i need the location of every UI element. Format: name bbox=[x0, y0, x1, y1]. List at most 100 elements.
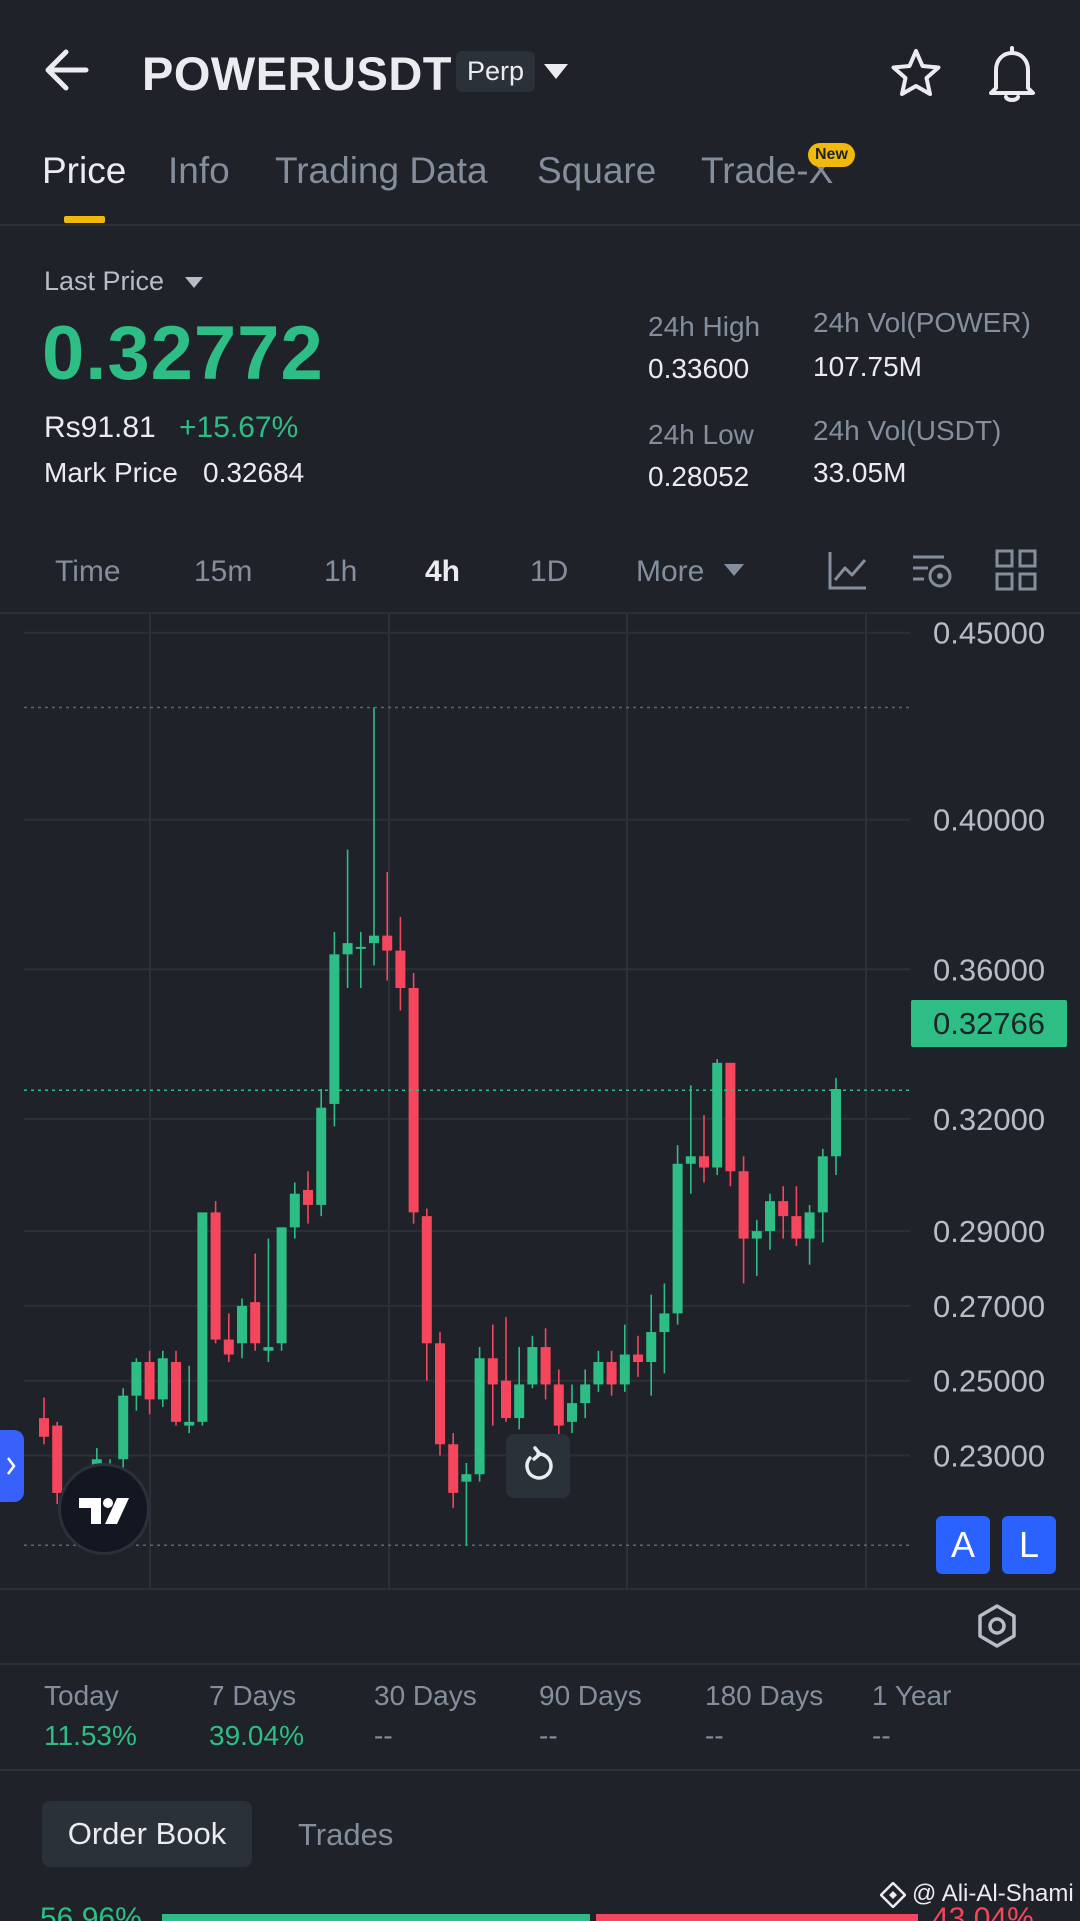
interval-more[interactable]: More bbox=[636, 555, 705, 588]
candle-body bbox=[567, 1403, 577, 1422]
perf-value-90d: -- bbox=[539, 1720, 558, 1751]
y-tick-label: 0.32000 bbox=[933, 1102, 1045, 1137]
tab-trading-data[interactable]: Trading Data bbox=[275, 150, 488, 191]
star-icon[interactable] bbox=[888, 46, 944, 102]
candle-body bbox=[144, 1362, 155, 1400]
candle-body bbox=[487, 1358, 498, 1385]
interval-time[interactable]: Time bbox=[55, 555, 121, 588]
caret-down-icon[interactable] bbox=[724, 563, 744, 577]
y-tick-label: 0.27000 bbox=[933, 1289, 1045, 1324]
candle-body bbox=[303, 1189, 313, 1205]
interval-15m[interactable]: 15m bbox=[194, 555, 253, 588]
tab-order-book[interactable]: Order Book bbox=[42, 1801, 252, 1867]
log-scale-button[interactable]: L bbox=[1002, 1516, 1056, 1574]
current-price-tag: 0.32766 bbox=[911, 1000, 1067, 1047]
candle-body bbox=[382, 935, 393, 951]
tab-price[interactable]: Price bbox=[42, 150, 127, 191]
candle-body bbox=[633, 1354, 643, 1362]
candle-body bbox=[527, 1347, 538, 1385]
perf-label-1y: 1 Year bbox=[872, 1680, 952, 1711]
candle-body bbox=[342, 943, 353, 955]
candle-body bbox=[52, 1425, 63, 1493]
bid-ratio-bar bbox=[162, 1914, 590, 1921]
perf-value-30d: -- bbox=[374, 1720, 393, 1751]
watermark: @ Ali-Al-Shami bbox=[912, 1880, 1074, 1907]
chart-settings-icon[interactable] bbox=[910, 548, 954, 592]
candle-body bbox=[738, 1171, 749, 1239]
y-tick-label: 0.23000 bbox=[933, 1439, 1045, 1474]
perf-value-180d: -- bbox=[705, 1720, 724, 1751]
tabs-divider bbox=[0, 224, 1080, 226]
symbol-title[interactable]: POWERUSDT bbox=[142, 47, 452, 100]
caret-down-icon[interactable] bbox=[185, 276, 203, 288]
y-tick-label: 0.36000 bbox=[933, 952, 1045, 987]
candle-body bbox=[619, 1354, 630, 1385]
high-label: 24h High bbox=[648, 311, 761, 342]
vol-power-value: 107.75M bbox=[813, 351, 922, 382]
layout-grid-icon[interactable] bbox=[994, 548, 1038, 592]
side-panel-handle[interactable] bbox=[0, 1430, 24, 1502]
y-tick-label: 0.45000 bbox=[933, 616, 1045, 651]
candle-body bbox=[659, 1313, 670, 1333]
perf-label-7d: 7 Days bbox=[209, 1680, 297, 1711]
candle-body bbox=[210, 1212, 221, 1340]
bell-icon[interactable] bbox=[984, 44, 1040, 104]
candle-body bbox=[699, 1156, 709, 1168]
last-price-label[interactable]: Last Price bbox=[44, 266, 165, 296]
low-label: 24h Low bbox=[648, 419, 754, 450]
interval-4h[interactable]: 4h bbox=[425, 555, 461, 588]
perf-label-30d: 30 Days bbox=[374, 1680, 477, 1711]
interval-1h[interactable]: 1h bbox=[324, 555, 358, 588]
perf-label-180d: 180 Days bbox=[705, 1680, 824, 1711]
candle-body bbox=[421, 1216, 432, 1344]
interval-divider bbox=[0, 612, 1080, 614]
tab-info[interactable]: Info bbox=[168, 150, 230, 191]
candle-body bbox=[514, 1384, 525, 1419]
perf-value-1y: -- bbox=[872, 1720, 891, 1751]
reset-chart-icon[interactable] bbox=[506, 1434, 570, 1498]
mark-price-label: Mark Price bbox=[44, 457, 178, 488]
candle-body bbox=[501, 1380, 511, 1419]
candle-body bbox=[237, 1305, 247, 1344]
candle-body bbox=[461, 1474, 472, 1482]
candle-body bbox=[593, 1362, 604, 1385]
candle-body bbox=[329, 954, 340, 1104]
candle-body bbox=[580, 1384, 591, 1404]
candle-body bbox=[672, 1163, 683, 1314]
ask-percentage: 43.04% bbox=[932, 1902, 1034, 1921]
candle-body bbox=[369, 935, 379, 944]
caret-down-icon[interactable] bbox=[543, 62, 569, 82]
chart-gear-icon[interactable] bbox=[974, 1603, 1020, 1649]
interval-1d[interactable]: 1D bbox=[530, 555, 569, 588]
candle-body bbox=[408, 988, 419, 1213]
y-tick-label: 0.29000 bbox=[933, 1214, 1045, 1249]
candle-body bbox=[474, 1358, 485, 1475]
candle-body bbox=[395, 950, 406, 988]
candle-body bbox=[817, 1156, 828, 1213]
perf-label-today: Today bbox=[44, 1680, 119, 1711]
back-arrow-icon[interactable] bbox=[40, 44, 100, 96]
chart-divider bbox=[0, 1663, 1080, 1665]
auto-scale-button[interactable]: A bbox=[936, 1516, 990, 1574]
high-value: 0.33600 bbox=[648, 353, 750, 384]
candlestick-chart[interactable]: 0.45000 0.40000 0.36000 0.32000 0.29000 0.270… bbox=[0, 614, 1080, 1644]
candle-body bbox=[355, 946, 366, 949]
candle-body bbox=[118, 1395, 129, 1460]
candle-body bbox=[646, 1332, 657, 1362]
candle-body bbox=[553, 1384, 564, 1426]
y-tick-label: 0.40000 bbox=[933, 803, 1045, 838]
candle-body bbox=[606, 1362, 617, 1385]
last-price-value: 0.32772 bbox=[42, 311, 324, 396]
bid-percentage: 56.96% bbox=[40, 1902, 142, 1921]
indicator-icon[interactable] bbox=[826, 548, 870, 592]
candle-body bbox=[184, 1421, 195, 1426]
tab-trades[interactable]: Trades bbox=[298, 1817, 394, 1852]
perf-value-7d: 39.04% bbox=[209, 1720, 304, 1751]
perf-value-today: 11.53% bbox=[44, 1720, 137, 1751]
tab-square[interactable]: Square bbox=[537, 150, 657, 191]
candle-body bbox=[448, 1444, 459, 1493]
price-change: +15.67% bbox=[179, 411, 299, 444]
candle-body bbox=[685, 1156, 696, 1164]
vol-usdt-value: 33.05M bbox=[813, 457, 907, 488]
candle-body bbox=[751, 1231, 762, 1239]
